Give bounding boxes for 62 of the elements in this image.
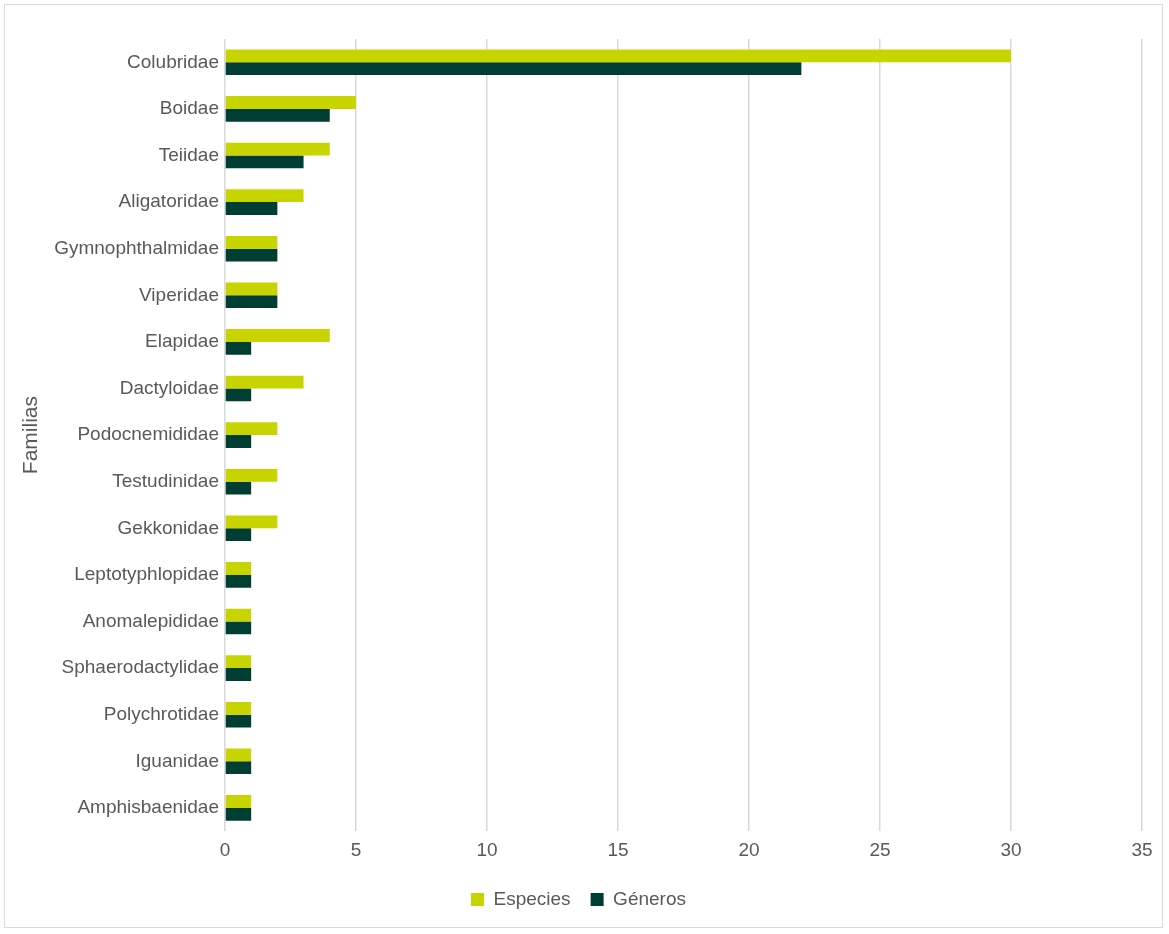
- bar: [225, 155, 304, 169]
- bar: [225, 714, 252, 728]
- bar: [225, 655, 252, 669]
- y-tick-label: Viperidae: [139, 283, 219, 305]
- bar: [225, 748, 252, 762]
- bar: [225, 574, 252, 588]
- y-tick-label: Testudinidae: [112, 469, 219, 491]
- y-tick-label: Polychrotidae: [103, 702, 219, 724]
- bar: [225, 528, 252, 542]
- y-tick-label: Gymnophthalmidae: [54, 236, 219, 258]
- x-tick-label: 20: [738, 838, 760, 860]
- legend-label: Géneros: [613, 887, 686, 909]
- y-tick-label: Colubridae: [127, 50, 219, 72]
- y-tick-label: Iguanidae: [135, 749, 219, 771]
- y-tick-label: Teiidae: [158, 143, 219, 165]
- x-tick-label: 0: [219, 838, 231, 860]
- legend-label: Especies: [493, 887, 571, 909]
- bar: [225, 435, 252, 448]
- y-tick-label: Sphaerodactylidae: [61, 656, 219, 678]
- bar: [225, 235, 278, 249]
- y-tick-label: Podocnemididae: [77, 423, 219, 445]
- bar: [225, 562, 252, 575]
- bar: [225, 388, 252, 402]
- bar: [225, 621, 252, 635]
- y-tick-label: Elapidae: [145, 330, 219, 352]
- bar: [225, 807, 252, 821]
- bar: [225, 49, 1011, 63]
- bar: [225, 329, 330, 342]
- bar: [225, 481, 252, 495]
- bar: [225, 341, 252, 355]
- y-tick-label: Amphisbaenidae: [77, 796, 219, 818]
- bar: [225, 142, 330, 156]
- x-tick-label: 15: [607, 838, 629, 860]
- x-tick-label: 35: [1131, 838, 1153, 860]
- bar: [225, 96, 356, 109]
- bar: [225, 108, 330, 122]
- bar: [225, 668, 252, 681]
- bar: [225, 248, 278, 262]
- bar: [225, 608, 252, 622]
- x-tick-label: 5: [350, 838, 362, 860]
- bar: [225, 295, 278, 309]
- bar: [225, 62, 802, 76]
- bar: [225, 282, 278, 296]
- bar: [225, 375, 304, 389]
- bar: [225, 202, 278, 215]
- x-tick-label: 25: [869, 838, 891, 860]
- bar: [225, 468, 278, 482]
- y-tick-label: Gekkonidae: [117, 516, 219, 538]
- bar: [225, 515, 278, 529]
- bar: [225, 795, 252, 808]
- y-tick-label: Anomalepididae: [82, 609, 219, 631]
- x-tick-label: 10: [476, 838, 498, 860]
- y-tick-label: Boidae: [159, 97, 219, 119]
- y-tick-label: Leptotyphlopidae: [74, 563, 219, 585]
- x-tick-label: 30: [1000, 838, 1022, 860]
- bar: [225, 761, 252, 775]
- y-tick-label: Aligatoridae: [118, 190, 219, 212]
- y-tick-label: Dactyloidae: [119, 376, 219, 398]
- bar: [225, 701, 252, 715]
- bar: [225, 189, 304, 203]
- y-axis-title: Familias: [18, 396, 42, 475]
- bar: [225, 422, 278, 436]
